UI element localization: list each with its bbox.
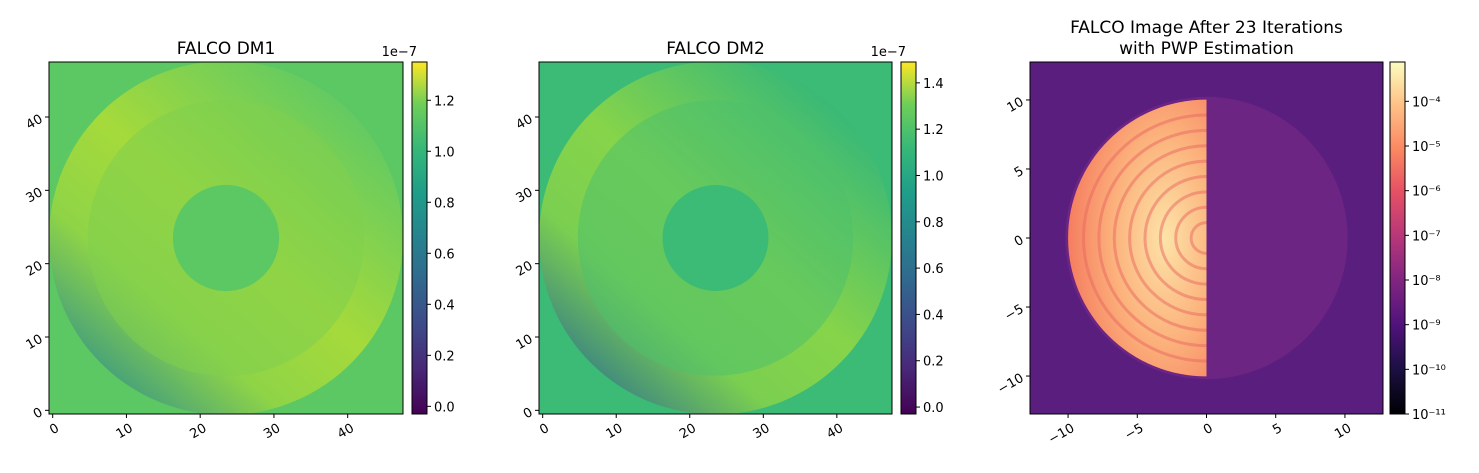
- heatmap-image: [49, 62, 403, 414]
- plot-frame: [48, 61, 404, 415]
- image-fringe: [1143, 174, 1207, 302]
- x-tick-label: 5: [1270, 421, 1285, 438]
- colorbar-tick-label: 10⁻⁵: [1412, 140, 1441, 155]
- x-tick-label: 20: [188, 421, 210, 442]
- colorbar-tick-label: 0.2: [434, 349, 455, 364]
- plot-frame: [538, 61, 893, 415]
- x-tick-label: 0: [537, 421, 552, 438]
- colorbar-tick-label: 0.0: [434, 400, 455, 415]
- y-tick-label: 5: [1012, 164, 1027, 181]
- x-tick-label: 30: [261, 421, 283, 442]
- colorbar-tick-label: 1.2: [434, 94, 455, 109]
- colorbar-tick-label: 0.6: [923, 262, 944, 277]
- y-tick-label: −10: [995, 371, 1026, 398]
- colorbar-tick-label: 0.6: [434, 247, 455, 262]
- x-tick-label: 10: [114, 421, 136, 442]
- y-tick-label: 30: [24, 185, 46, 206]
- image-fringe: [1081, 113, 1207, 363]
- colorbar-offset: 1e−7: [382, 45, 417, 60]
- x-tick-label: 10: [604, 421, 626, 442]
- chart-title: FALCO DM1: [177, 39, 276, 59]
- heatmap-image: [539, 62, 892, 414]
- colorbar-tick-label: 0.8: [434, 196, 455, 211]
- chart-title: FALCO DM2: [666, 39, 765, 59]
- chart-title: FALCO Image After 23 Iterations: [1070, 18, 1343, 38]
- image-fringe: [1112, 144, 1207, 332]
- colorbar-tick-label: 10⁻⁹: [1412, 319, 1441, 334]
- y-tick-label: 20: [24, 258, 46, 279]
- x-tick-label: −5: [1122, 421, 1146, 444]
- image-fringe: [1158, 190, 1207, 286]
- y-tick-label: 30: [514, 185, 536, 206]
- image-display: [1030, 62, 1383, 414]
- colorbar-tick-label: 10⁻¹¹: [1412, 408, 1446, 423]
- x-tick-label: 0: [1201, 421, 1216, 438]
- colorbar-tick-label: 1.4: [923, 77, 944, 92]
- x-tick-label: 40: [335, 421, 357, 442]
- colorbar-tick-label: 10⁻⁸: [1412, 274, 1441, 289]
- colorbar: [900, 61, 917, 415]
- heatmap-hole: [662, 185, 769, 291]
- y-tick-label: 0: [31, 405, 46, 422]
- colorbar-tick-label: 1.0: [434, 145, 455, 160]
- colorbar-tick-label: 0.4: [434, 298, 455, 313]
- colorbar-tick-label: 1.2: [923, 123, 944, 138]
- colorbar-tick-label: 1.0: [923, 169, 944, 184]
- colorbar-tick-label: 10⁻⁶: [1412, 185, 1441, 200]
- colorbar-tick-label: 0.0: [923, 401, 944, 416]
- y-tick-label: 10: [24, 332, 46, 353]
- colorbar-tick-label: 10⁻⁷: [1412, 229, 1441, 244]
- colorbar-tick-label: 0.8: [923, 216, 944, 231]
- y-tick-label: 10: [514, 332, 536, 353]
- colorbar: [1389, 61, 1406, 415]
- image-fringe: [1128, 159, 1207, 317]
- x-tick-label: 10: [1332, 421, 1354, 442]
- image-fringe: [1189, 221, 1207, 255]
- y-tick-label: 0: [521, 405, 536, 422]
- y-tick-label: 10: [1005, 95, 1027, 116]
- y-tick-label: −5: [1002, 302, 1026, 325]
- colorbar-tick-label: 0.2: [923, 355, 944, 370]
- y-tick-label: 0: [1012, 233, 1027, 250]
- colorbar-tick-label: 10⁻¹⁰: [1412, 363, 1446, 378]
- image-fringe: [1097, 128, 1207, 348]
- y-tick-label: 40: [24, 112, 46, 133]
- y-tick-label: 40: [514, 112, 536, 133]
- x-tick-label: 30: [751, 421, 773, 442]
- image-fringe: [1174, 205, 1207, 271]
- x-tick-label: 40: [824, 421, 846, 442]
- chart-title: with PWP Estimation: [1119, 39, 1294, 59]
- x-tick-label: 0: [47, 421, 62, 438]
- y-tick-label: 20: [514, 258, 536, 279]
- colorbar-offset: 1e−7: [871, 45, 906, 60]
- colorbar-tick-label: 0.4: [923, 308, 944, 323]
- x-tick-label: 20: [677, 421, 699, 442]
- heatmap-hole: [172, 184, 280, 292]
- colorbar-tick-label: 10⁻⁴: [1412, 95, 1441, 110]
- x-tick-label: −10: [1046, 421, 1077, 448]
- colorbar: [411, 61, 428, 415]
